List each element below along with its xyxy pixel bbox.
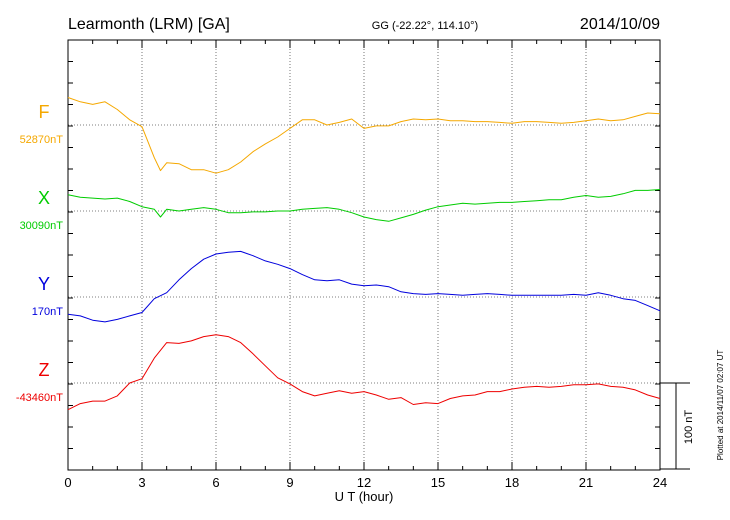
x-tick-label: 6: [212, 475, 219, 490]
axis-ticks: [67, 40, 661, 470]
series-name-y: Y: [38, 274, 50, 294]
series-line-y: [67, 250, 661, 323]
series-baseline-y: 170nT: [32, 306, 63, 318]
series-name-z: Z: [39, 360, 50, 380]
scale-bar: [660, 382, 690, 470]
date-label: 2014/10/09: [580, 16, 660, 33]
scale-bar-label: 100 nT: [683, 410, 695, 445]
x-tick-label: 15: [431, 475, 445, 490]
coordinates-label: GG (-22.22°, 114.10°): [372, 20, 478, 32]
x-tick-label: 0: [64, 475, 71, 490]
series-baseline-f: 52870nT: [20, 134, 64, 146]
series-names: F 52870nT X 30090nT Y 170nT Z -43460nT: [16, 102, 63, 404]
x-tick-labels: 0 3 6 9 12 15 18 21 24: [64, 475, 667, 490]
plotted-timestamp: Plotted at 2014/11/07 02:07 UT: [716, 350, 725, 461]
series-line-f: [67, 97, 661, 174]
x-axis-title: U T (hour): [335, 489, 394, 504]
series-baseline-z: -43460nT: [16, 392, 63, 404]
series-baseline-x: 30090nT: [20, 220, 64, 232]
x-tick-label: 24: [653, 475, 667, 490]
plot-frame: [67, 39, 661, 471]
series-name-f: F: [39, 102, 50, 122]
series-name-x: X: [38, 188, 50, 208]
x-tick-label: 3: [138, 475, 145, 490]
series-line-z: [67, 334, 661, 411]
x-tick-label: 18: [505, 475, 519, 490]
station-title: Learmonth (LRM) [GA]: [68, 16, 230, 33]
x-tick-label: 9: [286, 475, 293, 490]
x-tick-label: 21: [579, 475, 593, 490]
series-lines: [67, 97, 661, 411]
grid: [68, 40, 660, 470]
series-line-x: [67, 189, 661, 222]
x-tick-label: 12: [357, 475, 371, 490]
